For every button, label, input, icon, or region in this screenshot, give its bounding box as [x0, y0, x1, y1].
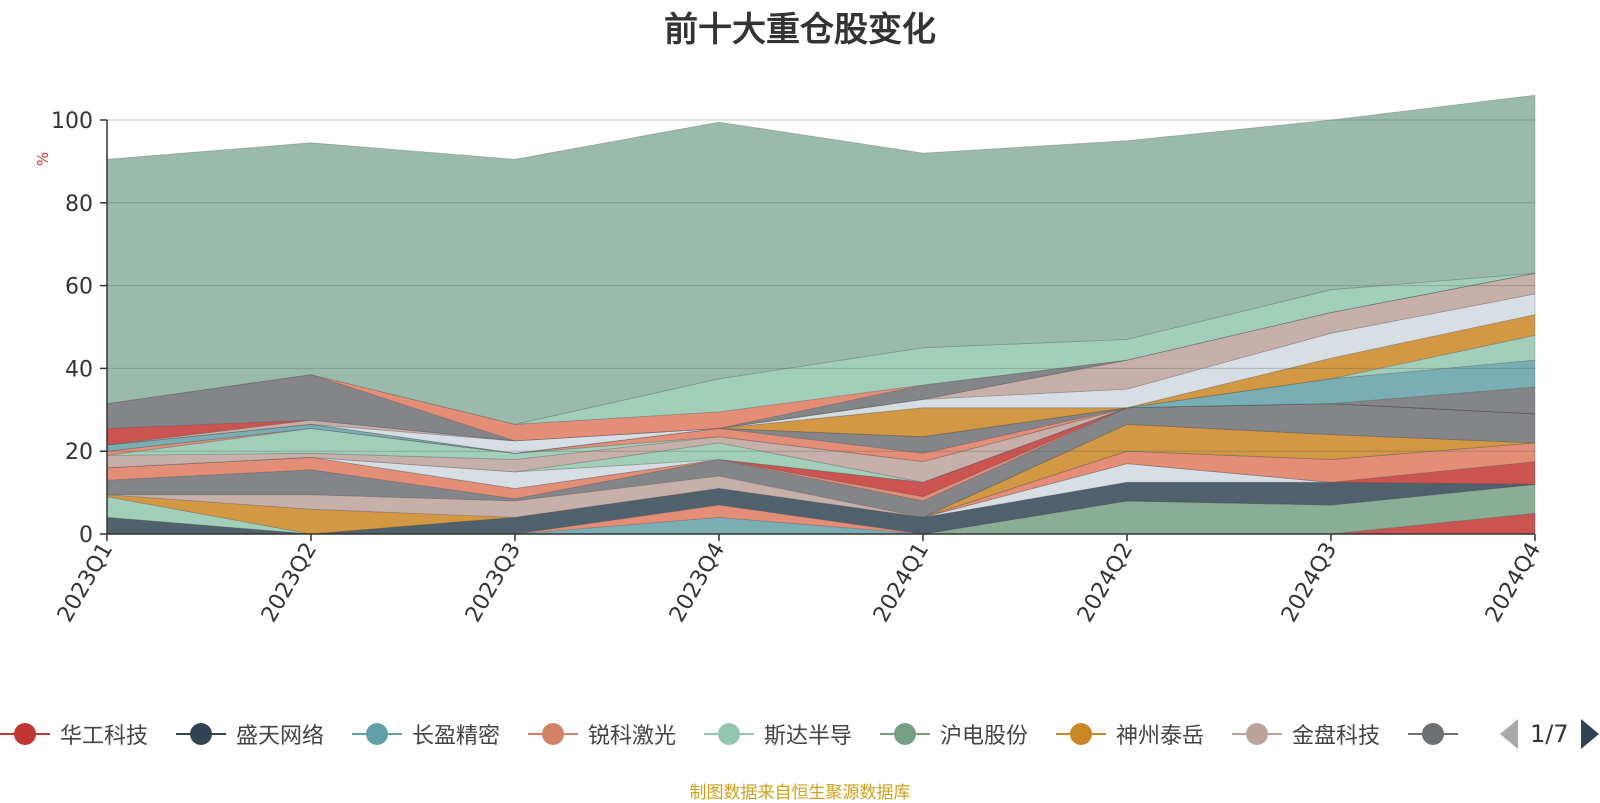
legend-item[interactable]: 金盘科技: [1232, 714, 1380, 754]
y-tick-label: 100: [51, 109, 93, 134]
area-series-group: [106, 94, 1536, 535]
area-series-21: [106, 386, 1536, 454]
legend-item[interactable]: 长盈精密: [352, 714, 500, 754]
area-series-23: [106, 334, 1536, 454]
legend-label: 长盈精密: [412, 724, 501, 749]
grid-lines: [107, 119, 1535, 452]
legend-item[interactable]: 沪电股份: [880, 714, 1028, 754]
data-source-note: 制图数据来自恒生聚源数据库: [689, 783, 911, 803]
legend-item[interactable]: 盛天网络: [176, 714, 324, 754]
chart-svg: 0 20 40 60 80 100 2023Q1 2023Q2 2023Q3 2023Q4 2024…: [51, 94, 1546, 627]
legend: 华工科技 盛天网络 长盈精密 锐科激光 斯达半导 沪电股份 神州泰岳 金盘科技: [0, 714, 1470, 754]
legend-label: 斯达半导: [764, 724, 853, 749]
legend-label: 沪电股份: [940, 724, 1029, 749]
legend-marker-icon: [176, 714, 226, 754]
legend-label: 锐科激光: [588, 724, 677, 749]
legend-marker-icon: [352, 714, 402, 754]
x-tick-label: 2024Q2: [1073, 539, 1138, 627]
legend-item[interactable]: 斯达半导: [704, 714, 852, 754]
x-tick-label: 2023Q1: [53, 539, 118, 627]
y-tick-label: 0: [79, 523, 93, 548]
legend-prev-arrow-icon[interactable]: [1500, 719, 1518, 749]
legend-item[interactable]: 华工科技: [0, 714, 148, 754]
x-tick-label: 2023Q3: [461, 539, 526, 627]
chart-title: 前十大重仓股变化: [664, 10, 936, 50]
legend-marker-icon: [704, 714, 754, 754]
legend-label: 神州泰岳: [1116, 724, 1205, 749]
x-tick-label: 2024Q3: [1277, 539, 1342, 627]
legend-page-indicator: 1/7: [1530, 720, 1569, 748]
legend-label: 盛天网络: [236, 724, 325, 749]
x-tick-label: 2023Q2: [257, 539, 322, 627]
area-series-24: [106, 314, 1536, 454]
legend-item[interactable]: 锐科激光: [528, 714, 676, 754]
legend-marker-icon: [1056, 714, 1106, 754]
area-series-22: [106, 359, 1536, 454]
legend-pager: 1/7: [1500, 718, 1599, 750]
legend-marker-icon: [1232, 714, 1282, 754]
legend-marker-icon: [880, 714, 930, 754]
area-series-31: [106, 94, 1536, 425]
legend-marker-icon: [528, 714, 578, 754]
legend-label: 金盘科技: [1292, 724, 1381, 749]
y-tick-label: 40: [65, 357, 93, 382]
legend-next-arrow-icon[interactable]: [1580, 719, 1599, 749]
area-series-13: [106, 403, 1536, 518]
legend-marker-icon: [1408, 714, 1458, 754]
x-tick-label: 2024Q4: [1481, 539, 1546, 627]
x-tick-label: 2024Q1: [869, 539, 934, 627]
y-tick-label: 20: [65, 440, 93, 465]
y-tick-label: 80: [65, 192, 93, 217]
legend-label: 华工科技: [60, 724, 149, 749]
legend-item[interactable]: [1408, 714, 1468, 754]
legend-item[interactable]: 神州泰岳: [1056, 714, 1204, 754]
y-tick-label: 60: [65, 275, 93, 300]
x-tick-label: 2023Q4: [665, 539, 730, 627]
legend-marker-icon: [0, 714, 50, 754]
